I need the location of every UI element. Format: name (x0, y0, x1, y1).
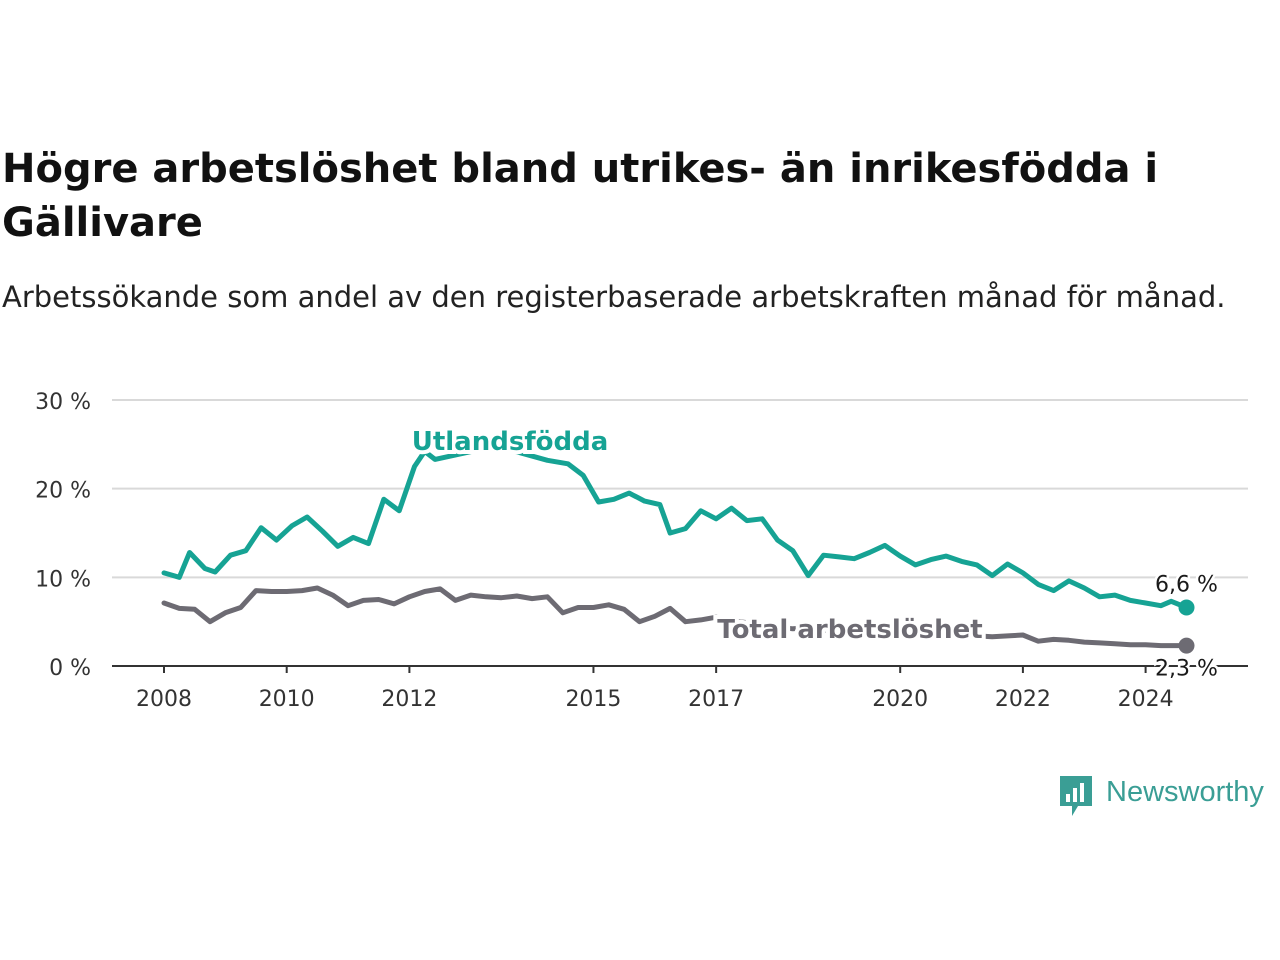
chart-title: Högre arbetslöshet bland utrikes- än inr… (2, 146, 1159, 246)
y-tick-label: 30 % (35, 390, 91, 415)
grid-lines (112, 399, 1248, 667)
x-tick-label: 2024 (1118, 687, 1174, 712)
series-name-label: Utlandsfödda (412, 427, 609, 457)
x-tick-label: 2010 (259, 687, 315, 712)
series-lines (161, 443, 1195, 654)
newsworthy-logo-text: Newsworthy (1106, 776, 1264, 808)
series-line-utlandsfodda (161, 443, 1189, 610)
series-line-total (161, 585, 1189, 649)
newsworthy-logo-icon (1060, 776, 1092, 816)
x-tick-label: 2008 (136, 687, 192, 712)
y-tick-label: 20 % (35, 479, 91, 504)
y-tick-label: 0 % (49, 656, 91, 681)
line-chart: 0 % 10 % 20 % 30 % 2008 2010 2012 2015 2017 2020… (35, 390, 1248, 712)
x-tick-label: 2022 (995, 687, 1051, 712)
y-axis: 0 % 10 % 20 % 30 % (35, 390, 91, 681)
series-name-label: Total arbetslöshet (717, 615, 982, 645)
x-tick-label: 2020 (872, 687, 928, 712)
x-tick-label: 2012 (381, 687, 437, 712)
chart-subtitle: Arbetssökande som andel av den registerb… (2, 280, 1226, 314)
series-endpoint-total (1178, 637, 1195, 654)
series-labels: 6,6 % Utlandsfödda 2,3 % Total arbetslöshet (408, 423, 1221, 684)
x-axis: 2008 2010 2012 2015 2017 2020 2022 2024 (136, 666, 1174, 712)
y-tick-label: 10 % (35, 567, 91, 592)
series-end-value-label: 6,6 % (1155, 572, 1218, 597)
x-tick-label: 2015 (565, 687, 621, 712)
series-endpoint-utlandsfodda (1178, 599, 1195, 616)
series-end-value-label: 2,3 % (1155, 657, 1218, 682)
newsworthy-logo: Newsworthy (1058, 774, 1280, 820)
x-tick-label: 2017 (688, 687, 744, 712)
